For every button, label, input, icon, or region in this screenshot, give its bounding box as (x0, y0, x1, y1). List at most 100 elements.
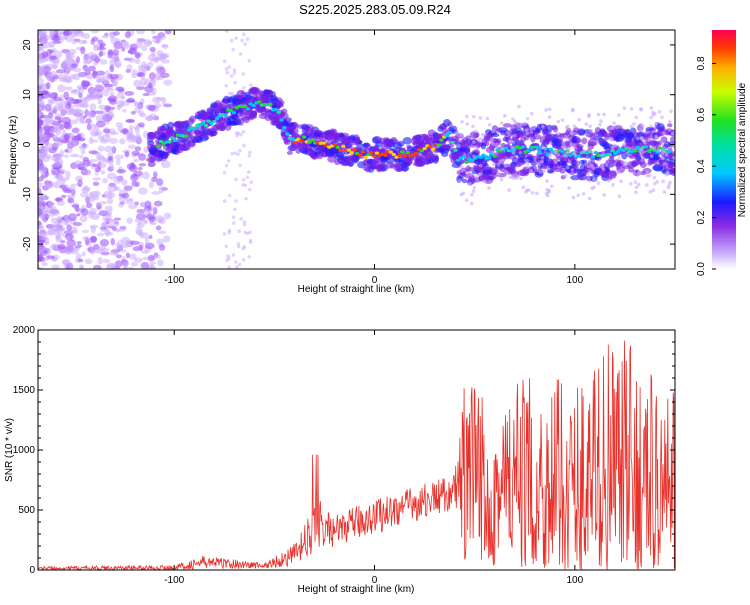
spectrogram-noise-point (96, 248, 105, 254)
spectrogram-noise-point (155, 71, 164, 79)
spectrogram-noise-point (89, 248, 96, 255)
spectrogram-band-point (496, 127, 502, 133)
spectrogram-noise-point (151, 176, 158, 183)
spectrogram-band-point (608, 155, 615, 164)
spectrogram-noise-point (52, 258, 58, 262)
spectrogram-band-point (570, 174, 580, 181)
spectrogram-noise-point (526, 165, 531, 169)
spectrogram-noise-point (138, 162, 147, 167)
spectrogram-noise-point (82, 159, 91, 167)
spectrogram-noise-point (459, 192, 464, 197)
snr-x-tick-label: 100 (566, 575, 583, 586)
spectrogram-ridge-point (576, 154, 582, 158)
spectrogram-band-point (178, 144, 187, 151)
spectrogram-noise-point (48, 49, 55, 54)
spectrogram-ridge-point (206, 119, 211, 123)
spectrogram-band-point (316, 144, 326, 151)
spectrogram-noise-point (52, 134, 59, 141)
spectrogram-noise-point (600, 153, 605, 157)
spectrogram-noise-point (107, 184, 118, 193)
spectrogram-ridge-point (568, 153, 573, 157)
spectrogram-noise-point (95, 83, 100, 90)
spectrogram-band-point (669, 135, 675, 143)
spectrogram-band-point (519, 168, 530, 177)
spectrogram-noise-point (613, 143, 618, 148)
spectrogram-noise-point (121, 46, 126, 52)
spectrogram-band-point (198, 133, 209, 142)
spectrogram-noise-point (664, 172, 669, 177)
spectrogram-band-point (496, 138, 502, 144)
spectrogram-noise-point (563, 173, 568, 178)
spectrogram-noise-point (54, 139, 60, 148)
spectrogram-noise-point (69, 183, 76, 192)
spectrogram-noise-point (148, 216, 156, 222)
spectrogram-noise-point (126, 163, 136, 170)
spectrogram-noise-point (38, 220, 42, 226)
spectrogram-noise-point (153, 171, 158, 179)
spectrogram-noise-point (75, 253, 82, 261)
spectrogram-ridge-point (158, 139, 164, 144)
spectrogram-noise-point (133, 170, 144, 177)
spectrogram-noise-point (649, 124, 653, 128)
spectrogram-noise-point (569, 142, 573, 147)
spectrogram-ridge-point (478, 155, 483, 159)
spectrogram-noise-point (547, 107, 552, 112)
spectrogram-noise-point (78, 92, 83, 99)
spectrogram-noise-point (91, 36, 99, 42)
spectrogram-noise-point (465, 122, 470, 126)
spectrogram-noise-point (62, 220, 68, 226)
spectrogram-noise-point (567, 146, 571, 151)
spectrogram-noise-point (667, 128, 672, 132)
spectrogram-noise-point (245, 231, 250, 236)
spectrogram-band-point (421, 133, 427, 140)
spectrogram-noise-point (241, 72, 246, 76)
spectrogram-noise-point (491, 129, 496, 134)
spectrogram-band-point (671, 151, 675, 157)
spectrogram-noise-point (103, 113, 111, 121)
spectrogram-noise-point (72, 222, 83, 227)
spectrogram-noise-point (600, 163, 605, 167)
spectrogram-noise-point (77, 133, 82, 138)
spectrogram-band-point (422, 150, 429, 158)
spectrogram-y-tick-label: 20 (22, 39, 33, 51)
spectrogram-noise-point (105, 70, 110, 76)
spectrogram-band-point (670, 167, 675, 175)
spectrogram-ridge-point (419, 149, 425, 153)
spectrogram-noise-point (96, 232, 105, 237)
spectrogram-noise-point (108, 138, 119, 144)
spectrogram-noise-point (501, 158, 505, 163)
spectrogram-noise-point (241, 183, 245, 187)
spectrogram-band-point (227, 115, 235, 123)
spectrogram-ridge-point (369, 151, 374, 155)
spectrogram-ridge-point (526, 149, 531, 153)
spectrogram-noise-point (242, 86, 246, 90)
spectrogram-noise-point (144, 63, 149, 71)
spectrogram-ridge-point (192, 127, 197, 131)
spectrogram-noise-point (649, 106, 654, 110)
spectrogram-noise-point (63, 189, 73, 194)
spectrogram-noise-point (144, 210, 151, 216)
spectrogram-band-point (625, 132, 635, 140)
spectrogram-noise-point (233, 207, 237, 212)
spectrogram-noise-point (562, 145, 567, 150)
spectrogram-band-point (263, 89, 272, 94)
spectrogram-ridge-point (397, 153, 402, 158)
spectrogram-noise-point (84, 69, 91, 76)
spectrogram-noise-point (45, 118, 51, 125)
spectrogram-noise-point (93, 264, 102, 269)
spectrogram-noise-point (455, 130, 459, 135)
spectrogram-noise-point (241, 246, 246, 251)
spectrogram-noise-point (104, 228, 111, 237)
spectrogram-noise-point (525, 131, 530, 136)
spectrogram-noise-point (657, 110, 662, 114)
spectrogram-band-point (217, 117, 226, 125)
spectrogram-noise-point (480, 132, 485, 137)
spectrogram-noise-point (151, 191, 161, 195)
spectrogram-noise-point (126, 217, 133, 224)
spectrogram-noise-point (142, 256, 149, 260)
spectrogram-noise-point (69, 153, 80, 158)
spectrogram-ridge-point (520, 145, 525, 149)
spectrogram-noise-point (511, 174, 515, 179)
spectrogram-noise-point (102, 177, 108, 184)
spectrogram-noise-point (637, 170, 642, 175)
